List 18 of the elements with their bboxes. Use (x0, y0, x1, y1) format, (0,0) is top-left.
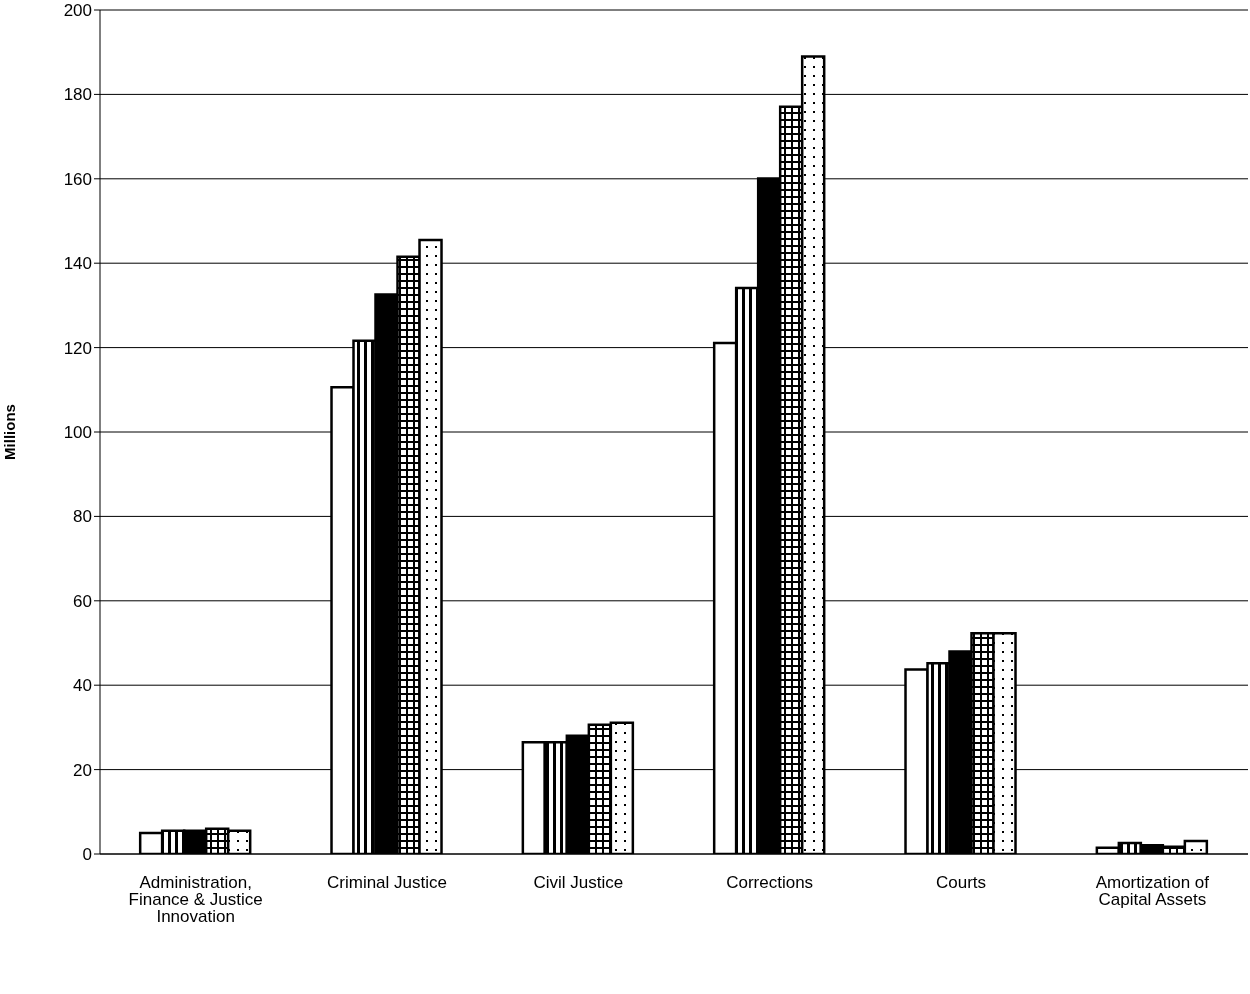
y-axis-title: Millions (1, 404, 19, 460)
y-tick-label: 40 (73, 676, 92, 696)
x-tick-label: Administration, Finance & Justice Innovation (128, 873, 263, 927)
y-tick-label: 60 (73, 591, 92, 611)
x-tick-label: Courts (935, 873, 987, 893)
y-tick-label: 180 (63, 85, 92, 105)
y-tick-label: 20 (73, 760, 92, 780)
y-tick-label: 100 (63, 423, 92, 443)
x-tick-label: Amortization of Capital Assets (1095, 873, 1210, 910)
x-tick-label: Civil Justice (533, 873, 624, 893)
x-tick-label: Corrections (726, 873, 814, 893)
y-tick-label: 160 (63, 169, 92, 189)
y-tick-label: 200 (63, 1, 92, 21)
y-tick-label: 0 (82, 845, 92, 865)
x-tick-label: Criminal Justice (327, 873, 447, 893)
y-tick-label: 80 (73, 507, 92, 527)
y-tick-label: 120 (63, 338, 92, 358)
y-tick-label: 140 (63, 254, 92, 274)
